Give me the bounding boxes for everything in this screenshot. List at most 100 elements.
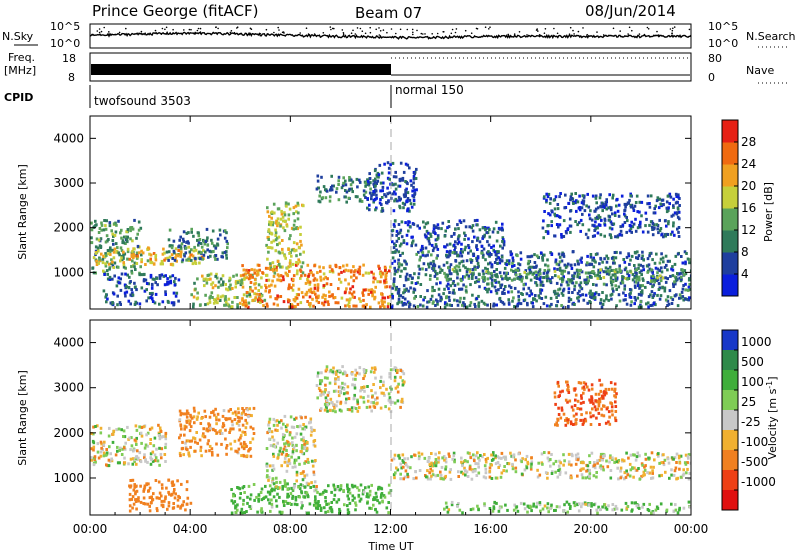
- heatmap-cell: [248, 274, 252, 278]
- heatmap-cell: [657, 206, 661, 210]
- heatmap-cell: [108, 250, 112, 254]
- heatmap-cell: [392, 175, 396, 179]
- heatmap-cell: [264, 283, 267, 287]
- heatmap-cell: [259, 491, 263, 494]
- nsearch-point: [379, 30, 382, 32]
- heatmap-cell: [205, 427, 209, 431]
- heatmap-cell: [405, 272, 409, 276]
- heatmap-cell: [396, 468, 400, 472]
- heatmap-cell: [682, 284, 685, 287]
- heatmap-cell: [564, 193, 567, 197]
- heatmap-cell: [161, 252, 165, 256]
- heatmap-cell: [287, 265, 291, 269]
- heatmap-cell: [214, 244, 218, 248]
- heatmap-cell: [254, 286, 257, 290]
- heatmap-cell: [596, 277, 600, 280]
- heatmap-cell: [386, 192, 389, 196]
- heatmap-cell: [649, 293, 652, 297]
- heatmap-cell: [424, 268, 428, 272]
- heatmap-cell: [401, 251, 404, 255]
- heatmap-cell: [281, 485, 284, 488]
- heatmap-cell: [570, 267, 574, 270]
- heatmap-cell: [268, 490, 272, 494]
- heatmap-cell: [375, 193, 378, 197]
- heatmap-cell: [140, 253, 143, 257]
- heatmap-cell: [419, 283, 423, 286]
- heatmap-cell: [398, 244, 402, 248]
- heatmap-cell: [276, 441, 279, 445]
- heatmap-cell: [419, 295, 422, 298]
- heatmap-cell: [439, 281, 442, 285]
- heatmap-cell: [540, 452, 544, 456]
- heatmap-cell: [466, 460, 469, 464]
- heatmap-cell: [528, 265, 532, 269]
- nsearch-point: [412, 31, 414, 34]
- heatmap-cell: [397, 287, 401, 291]
- heatmap-cell: [546, 258, 549, 262]
- heatmap-cell: [636, 257, 640, 260]
- heatmap-cell: [190, 258, 193, 262]
- heatmap-cell: [258, 293, 261, 296]
- heatmap-cell: [543, 451, 546, 454]
- heatmap-cell: [540, 280, 544, 284]
- heatmap-cell: [269, 509, 272, 513]
- heatmap-cell: [194, 287, 197, 291]
- heatmap-cell: [116, 265, 120, 269]
- heatmap-cell: [519, 302, 523, 306]
- heatmap-cell: [344, 179, 347, 183]
- heatmap-cell: [252, 406, 256, 410]
- heatmap-cell: [525, 464, 528, 468]
- heatmap-cell: [485, 288, 488, 291]
- heatmap-cell: [267, 238, 270, 241]
- heatmap-cell: [443, 287, 446, 291]
- heatmap-cell: [191, 254, 195, 258]
- heatmap-cell: [351, 383, 354, 387]
- heatmap-cell: [310, 428, 314, 432]
- heatmap-cell: [106, 249, 110, 252]
- heatmap-cell: [611, 503, 615, 506]
- heatmap-cell: [442, 292, 445, 296]
- heatmap-cell: [394, 182, 397, 186]
- heatmap-cell: [470, 259, 474, 262]
- heatmap-cell: [580, 287, 584, 291]
- heatmap-cell: [375, 206, 378, 210]
- heatmap-cell: [553, 207, 557, 211]
- heatmap-cell: [516, 269, 520, 272]
- heatmap-cell: [639, 263, 642, 267]
- heatmap-cell: [520, 472, 524, 476]
- heatmap-cell: [657, 454, 660, 458]
- heatmap-cell: [288, 269, 291, 273]
- heatmap-cell: [276, 224, 279, 228]
- heatmap-cell: [491, 278, 494, 282]
- heatmap-cell: [636, 210, 639, 214]
- heatmap-cell: [135, 236, 138, 240]
- heatmap-cell: [208, 296, 211, 300]
- heatmap-cell: [317, 386, 321, 390]
- heatmap-cell: [133, 448, 136, 452]
- heatmap-cell: [641, 254, 644, 258]
- heatmap-cell: [310, 481, 313, 485]
- heatmap-cell: [188, 454, 191, 458]
- heatmap-cell: [483, 504, 486, 508]
- heatmap-cell: [300, 291, 304, 295]
- heatmap-cell: [500, 255, 504, 259]
- heatmap-cell: [545, 200, 548, 204]
- heatmap-cell: [267, 475, 271, 479]
- heatmap-cell: [368, 493, 372, 497]
- heatmap-cell: [365, 495, 369, 499]
- heatmap-cell: [281, 275, 285, 279]
- heatmap-cell: [670, 267, 673, 271]
- heatmap-cell: [634, 201, 638, 204]
- heatmap-cell: [265, 273, 269, 277]
- heatmap-cell: [345, 373, 349, 377]
- heatmap-cell: [125, 238, 129, 242]
- heatmap-cell: [291, 450, 295, 454]
- heatmap-cell: [324, 294, 327, 298]
- heatmap-cell: [393, 266, 396, 270]
- heatmap-cell: [611, 287, 614, 291]
- heatmap-cell: [608, 460, 611, 464]
- heatmap-cell: [330, 501, 333, 504]
- heatmap-cell: [621, 281, 625, 285]
- heatmap-cell: [136, 498, 139, 502]
- heatmap-cell: [119, 288, 123, 292]
